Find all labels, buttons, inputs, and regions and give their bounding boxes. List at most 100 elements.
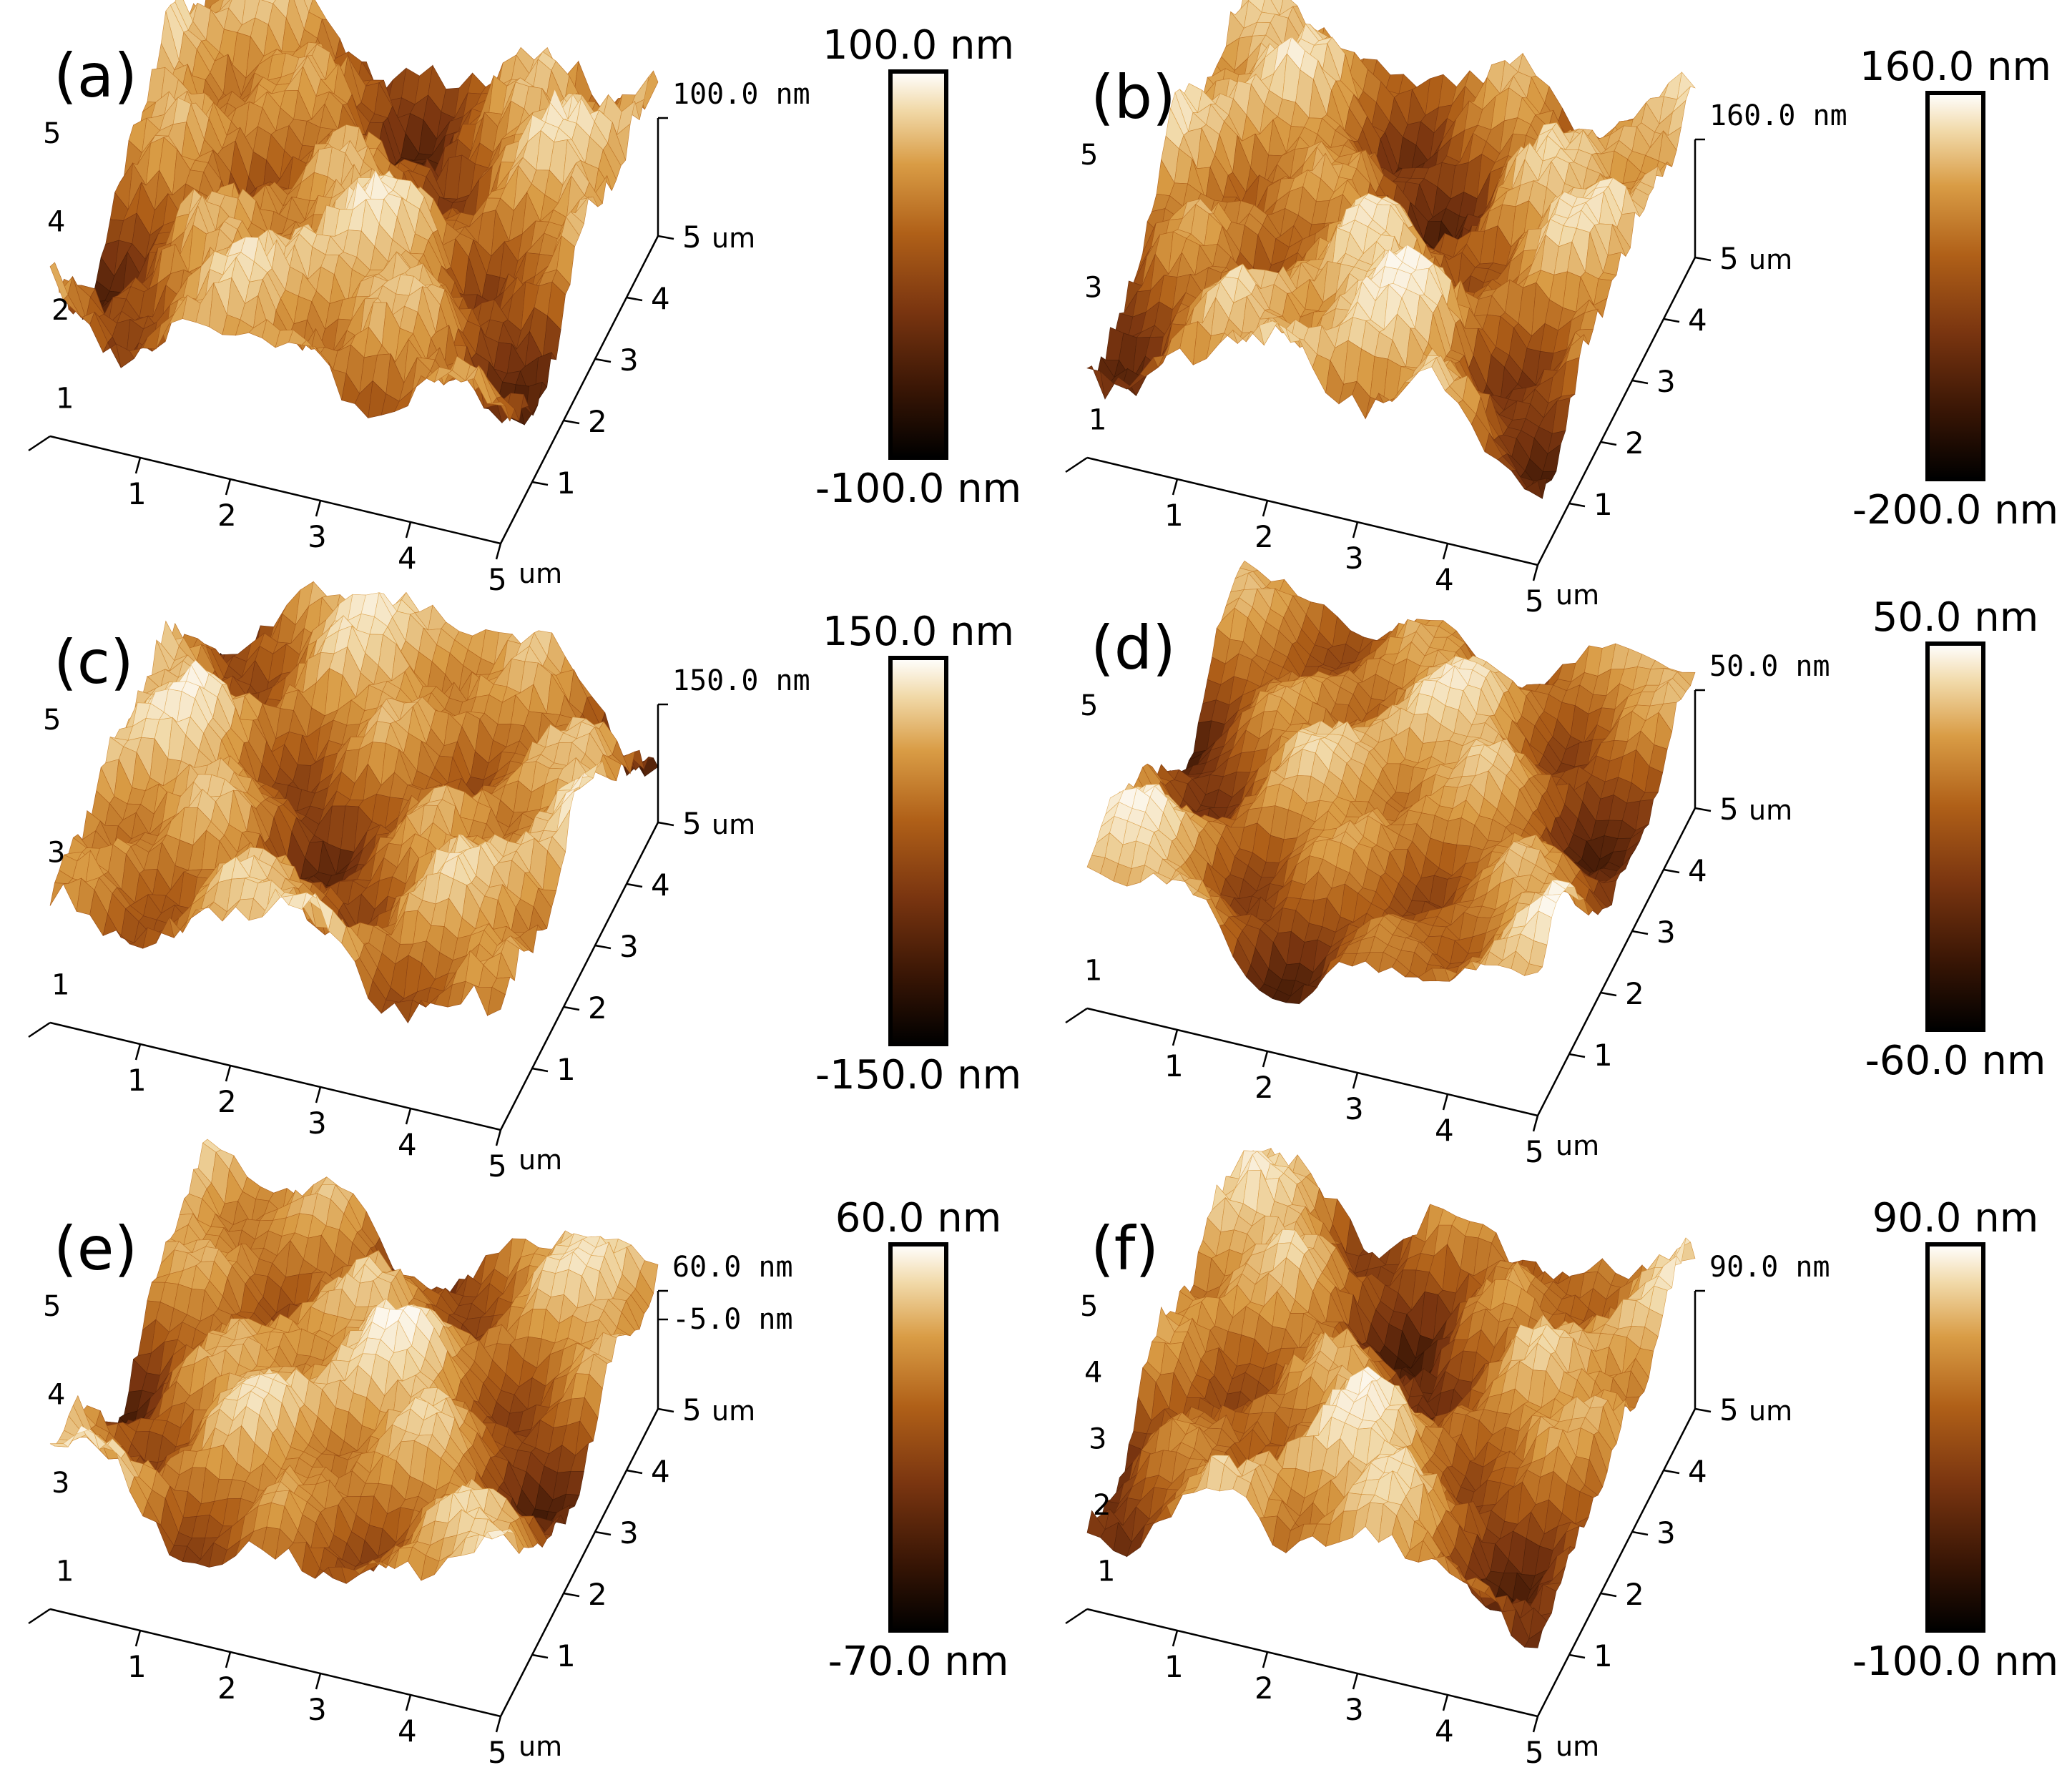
- x-tick: [1172, 478, 1179, 496]
- afm-surface: [49, 1139, 659, 1584]
- scale-max-label: 150.0 nm: [823, 609, 1014, 655]
- left-tick-label: 3: [47, 836, 65, 869]
- color-scale-bar: [888, 656, 948, 1046]
- x-tick: [315, 1086, 322, 1103]
- y-tick: [1600, 441, 1617, 446]
- x-tick: [1442, 543, 1449, 560]
- y-tick: [1600, 991, 1617, 997]
- x-tick: [405, 1108, 412, 1125]
- panel-label: (b): [1091, 62, 1176, 132]
- x-tick: [1172, 1029, 1179, 1046]
- y-axis-line: [1536, 257, 1697, 566]
- y-tick-label: 4: [651, 867, 670, 903]
- x-tick: [134, 457, 142, 474]
- x-tick: [1442, 1093, 1449, 1111]
- x-tick: [225, 1065, 232, 1082]
- y-tick-label: 5: [1719, 792, 1739, 827]
- left-tick-label: 4: [47, 206, 65, 239]
- y-tick-label: 5: [682, 220, 702, 255]
- y-tick: [626, 882, 643, 888]
- x-tick-label: 3: [1345, 1091, 1364, 1126]
- y-unit-label: um: [712, 809, 755, 840]
- y-tick: [531, 1067, 549, 1073]
- x-tick: [495, 1129, 502, 1146]
- x-tick: [134, 1043, 142, 1061]
- y-tick-label: 2: [588, 404, 607, 439]
- x-tick-label: 3: [308, 1106, 327, 1141]
- left-tick-label: 5: [1080, 139, 1098, 172]
- scale-min-label: -150.0 nm: [815, 1052, 1021, 1098]
- corner-tick: [1065, 456, 1088, 473]
- y-tick: [1663, 868, 1680, 874]
- x-tick-label: 2: [1255, 519, 1274, 554]
- x-tick-label: 5: [488, 1149, 507, 1184]
- y-tick: [1631, 379, 1649, 385]
- surface-facet: [1523, 481, 1543, 499]
- y-tick-label: 4: [1688, 303, 1707, 338]
- left-tick-label: 5: [1080, 689, 1098, 722]
- panel-label: (d): [1091, 613, 1176, 683]
- x-tick: [315, 500, 322, 517]
- x-tick-label: 4: [1435, 562, 1454, 597]
- y-tick: [657, 235, 674, 240]
- left-tick-label: 2: [51, 294, 69, 327]
- y-tick-label: 1: [556, 1052, 576, 1087]
- x-tick-label: 4: [1435, 1113, 1454, 1148]
- y-tick-label: 3: [1656, 915, 1676, 950]
- x-axis-line: [1086, 1007, 1538, 1117]
- y-tick-label: 4: [651, 281, 670, 316]
- x-tick-label: 3: [1345, 541, 1364, 576]
- y-unit-label: um: [1749, 795, 1792, 826]
- x-tick-label: 2: [217, 498, 237, 533]
- y-axis-line: [499, 235, 659, 544]
- y-tick-label: 3: [619, 343, 639, 378]
- y-tick: [1694, 807, 1712, 812]
- scale-min-label: -100.0 nm: [815, 466, 1021, 512]
- x-tick: [1532, 1115, 1539, 1132]
- afm-surface: [1086, 560, 1696, 1005]
- scale-max-label: 100.0 nm: [823, 22, 1014, 69]
- z-max-label: 50.0 nm: [1709, 650, 1830, 683]
- x-tick: [1352, 521, 1359, 539]
- y-tick-label: 1: [1594, 487, 1613, 522]
- surface-facet: [487, 401, 506, 407]
- y-tick-label: 2: [1625, 976, 1644, 1011]
- scale-max-label: 50.0 nm: [1872, 594, 2039, 641]
- x-unit-label: um: [519, 1144, 562, 1176]
- left-tick-label: 5: [43, 704, 61, 737]
- base-axes: [1065, 257, 1697, 566]
- scale-max-label: 160.0 nm: [1860, 44, 2051, 90]
- left-tick-label: 5: [43, 117, 61, 150]
- color-scale-bar: [1925, 641, 1985, 1032]
- x-tick: [1262, 500, 1269, 517]
- color-scale-bar: [888, 69, 948, 460]
- y-tick-label: 1: [556, 466, 576, 501]
- x-tick-label: 1: [1164, 1048, 1184, 1083]
- y-tick-label: 2: [1625, 426, 1644, 461]
- panel-label: (a): [54, 41, 137, 111]
- y-tick-label: 5: [682, 806, 702, 841]
- afm-surface: [49, 581, 659, 1024]
- x-tick-label: 1: [127, 1063, 147, 1098]
- x-tick-label: 2: [217, 1084, 237, 1119]
- color-scale-bar: [1925, 91, 1985, 481]
- y-tick: [1568, 1053, 1586, 1058]
- x-tick: [405, 521, 412, 539]
- y-tick: [657, 821, 674, 827]
- x-tick-label: 1: [1164, 498, 1184, 533]
- y-tick-label: 3: [1656, 364, 1676, 399]
- x-unit-label: um: [1556, 1130, 1599, 1161]
- base-axes: [28, 235, 659, 545]
- x-tick: [495, 543, 502, 560]
- x-axis-line: [1086, 456, 1538, 566]
- x-unit-label: um: [1556, 579, 1599, 611]
- x-tick: [1262, 1051, 1269, 1068]
- y-unit-label: um: [712, 222, 755, 254]
- left-tick-label: 1: [1084, 955, 1102, 988]
- y-tick-label: 4: [1688, 853, 1707, 888]
- y-tick: [594, 944, 612, 950]
